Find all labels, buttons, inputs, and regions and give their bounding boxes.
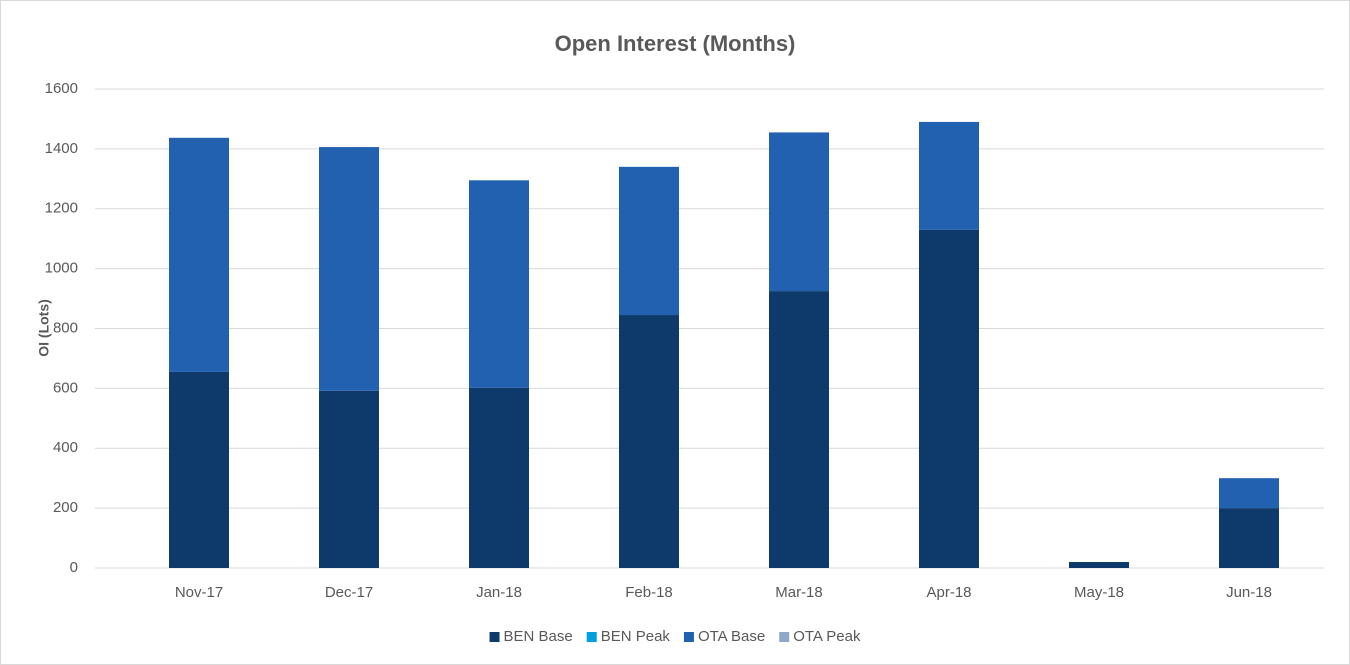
bar-segment	[169, 371, 229, 568]
y-tick-label: 1200	[45, 200, 78, 217]
y-tick-label: 200	[53, 499, 78, 516]
legend-swatch	[586, 632, 597, 642]
bar-segment	[319, 147, 379, 391]
bar-segment	[1219, 478, 1279, 509]
bar-segment	[1219, 508, 1279, 568]
y-tick-label: 800	[53, 319, 78, 336]
legend-label: BEN Peak	[601, 628, 671, 645]
legend-label: OTA Peak	[793, 628, 861, 645]
y-axis-label: OI (Lots)	[36, 299, 52, 357]
bar-segment	[619, 166, 679, 316]
bar-segment	[469, 387, 529, 568]
x-tick-label: Feb-18	[625, 584, 673, 601]
legend-swatch	[779, 632, 790, 642]
x-tick-label: May-18	[1074, 584, 1124, 601]
bar-segment	[169, 137, 229, 372]
x-tick-label: Apr-18	[926, 584, 971, 601]
legend-label: BEN Base	[504, 628, 573, 645]
bar-segment	[919, 121, 979, 230]
legend-swatch	[683, 632, 694, 642]
y-tick-label: 1400	[45, 140, 78, 157]
y-tick-label: 400	[53, 439, 78, 456]
legend-label: OTA Base	[698, 628, 765, 645]
x-tick-label: Dec-17	[325, 584, 373, 601]
y-tick-label: 1600	[45, 80, 78, 97]
chart-title: Open Interest (Months)	[555, 31, 796, 56]
legend-swatch	[489, 632, 500, 642]
bar-segment	[619, 315, 679, 568]
bar-segment	[319, 390, 379, 568]
y-tick-label: 1000	[45, 260, 78, 277]
bar-segment	[469, 180, 529, 388]
x-tick-label: Mar-18	[775, 584, 823, 601]
x-tick-label: Nov-17	[175, 584, 223, 601]
bar-segment	[1069, 562, 1129, 568]
bar-segment	[769, 291, 829, 568]
x-tick-label: Jun-18	[1226, 584, 1272, 601]
y-tick-label: 600	[53, 379, 78, 396]
bar-segment	[919, 229, 979, 569]
x-tick-label: Jan-18	[476, 584, 522, 601]
bar-segment	[769, 132, 829, 292]
y-tick-label: 0	[70, 559, 78, 576]
